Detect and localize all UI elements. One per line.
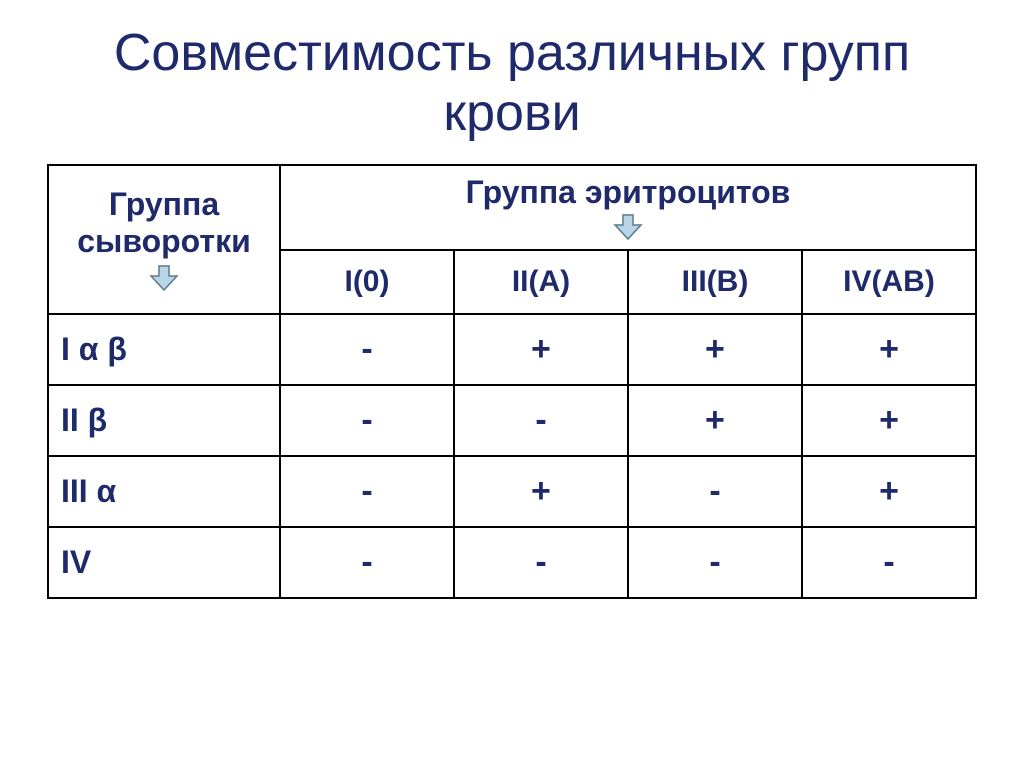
table-cell: + (802, 314, 976, 385)
erythro-header-cell: Группа эритроцитов (280, 165, 976, 250)
table-cell: - (628, 527, 802, 598)
table-cell: + (802, 456, 976, 527)
table-cell: - (280, 456, 454, 527)
table-row: II β - - + + (48, 385, 976, 456)
col-header: II(А) (454, 250, 628, 314)
arrow-down-icon (149, 264, 179, 292)
table-cell: - (280, 314, 454, 385)
page-title: Совместимость различных групп крови (48, 24, 976, 144)
compatibility-table: Группа сыворотки Группа эритроцитов (47, 164, 977, 599)
table-row: I α β - + + + (48, 314, 976, 385)
col-header: IV(АВ) (802, 250, 976, 314)
table-cell: - (454, 527, 628, 598)
table-row: IV - - - - (48, 527, 976, 598)
slide: Совместимость различных групп крови Груп… (0, 0, 1024, 767)
row-label: III α (48, 456, 280, 527)
table-cell: - (280, 527, 454, 598)
table-cell: + (454, 314, 628, 385)
col-header: III(В) (628, 250, 802, 314)
serum-header-cell: Группа сыворотки (48, 165, 280, 314)
erythro-header-label: Группа эритроцитов (466, 174, 791, 211)
row-label: I α β (48, 314, 280, 385)
table-row: III α - + - + (48, 456, 976, 527)
table-cell: - (280, 385, 454, 456)
table-cell: + (628, 314, 802, 385)
table-cell: - (628, 456, 802, 527)
serum-header-label: Группа сыворотки (53, 186, 275, 260)
table-header-row-1: Группа сыворотки Группа эритроцитов (48, 165, 976, 250)
row-label: IV (48, 527, 280, 598)
table-cell: + (802, 385, 976, 456)
table-cell: + (628, 385, 802, 456)
table-cell: - (454, 385, 628, 456)
arrow-down-icon (613, 213, 643, 241)
row-label: II β (48, 385, 280, 456)
table-cell: - (802, 527, 976, 598)
table-cell: + (454, 456, 628, 527)
col-header: I(0) (280, 250, 454, 314)
